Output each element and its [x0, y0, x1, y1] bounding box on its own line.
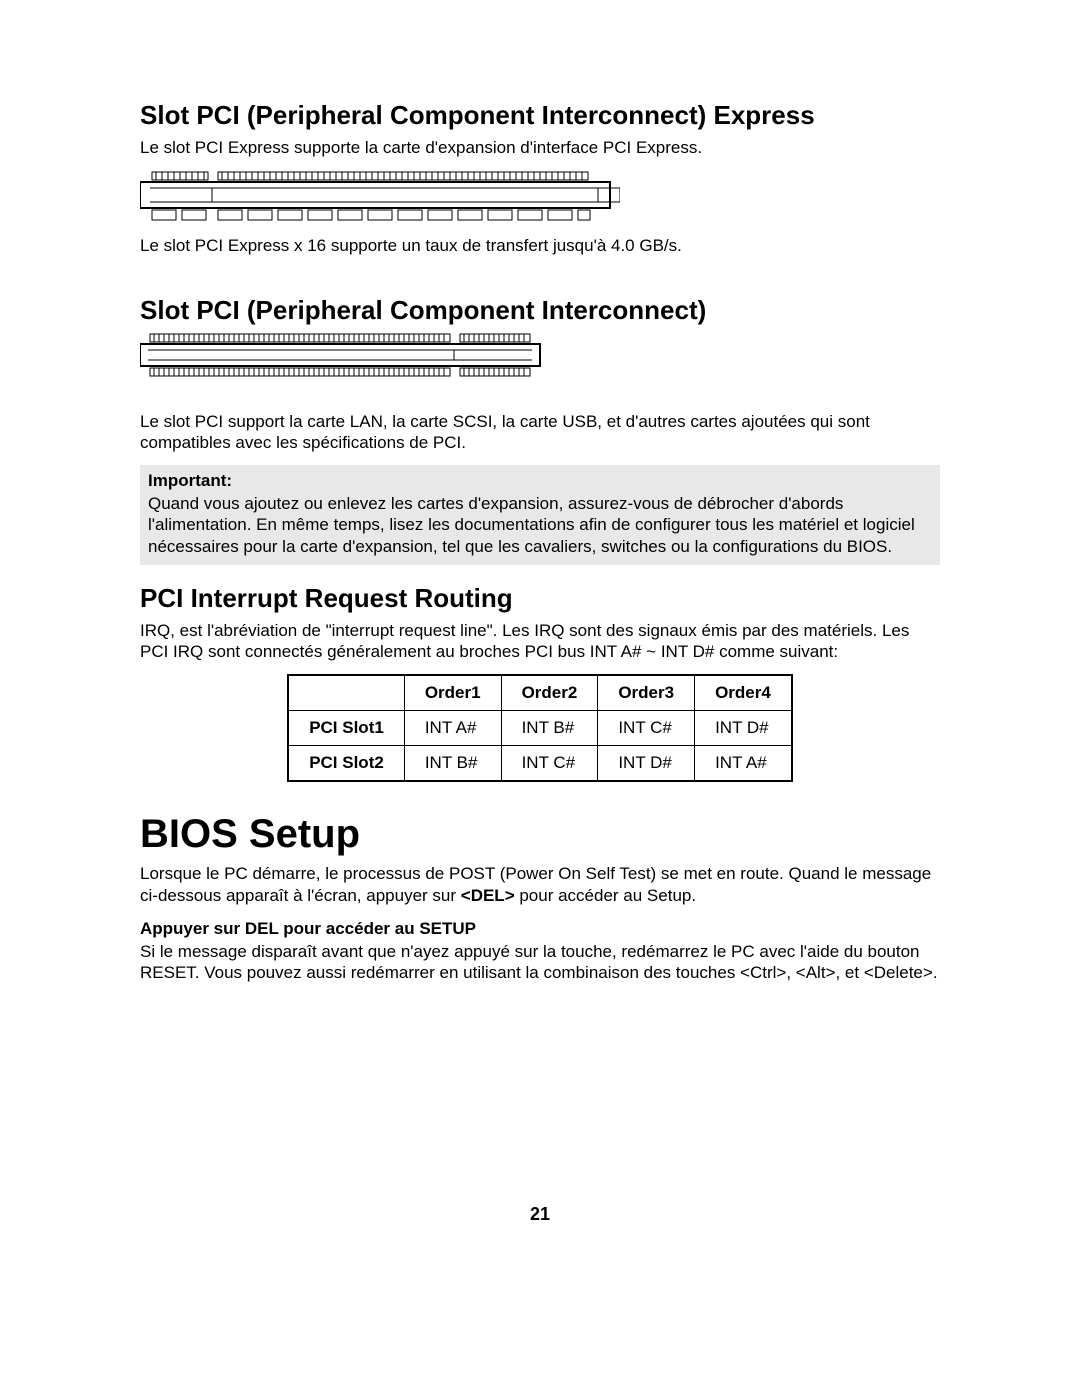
para-bios-intro: Lorsque le PC démarre, le processus de P… [140, 863, 940, 906]
table-header-cell [288, 675, 404, 711]
table-cell: INT A# [404, 711, 501, 746]
para-bios-intro-post: pour accéder au Setup. [515, 886, 696, 905]
table-cell: INT A# [695, 746, 792, 782]
table-row: PCI Slot1 INT A# INT B# INT C# INT D# [288, 711, 792, 746]
table-header-cell: Order1 [404, 675, 501, 711]
heading-bios-setup: BIOS Setup [140, 812, 940, 857]
document-page: Slot PCI (Peripheral Component Interconn… [0, 0, 1080, 1285]
subhead-press-del: Appuyer sur DEL pour accéder au SETUP [140, 918, 940, 939]
heading-pci-express: Slot PCI (Peripheral Component Interconn… [140, 100, 940, 131]
table-header-cell: Order2 [501, 675, 598, 711]
irq-routing-table: Order1 Order2 Order3 Order4 PCI Slot1 IN… [287, 674, 793, 782]
table-row: PCI Slot2 INT B# INT C# INT D# INT A# [288, 746, 792, 782]
table-cell: INT D# [598, 746, 695, 782]
table-header-cell: Order3 [598, 675, 695, 711]
heading-pci: Slot PCI (Peripheral Component Interconn… [140, 295, 940, 326]
para-pci-desc: Le slot PCI support la carte LAN, la car… [140, 411, 940, 454]
page-number: 21 [140, 1204, 940, 1225]
pci-slot-diagram [140, 332, 940, 385]
para-pcie-intro: Le slot PCI Express supporte la carte d'… [140, 137, 940, 158]
important-body: Quand vous ajoutez ou enlevez les cartes… [148, 493, 932, 557]
table-cell: INT C# [598, 711, 695, 746]
del-key-label: <DEL> [461, 886, 515, 905]
table-row-header: PCI Slot1 [288, 711, 404, 746]
table-cell: INT D# [695, 711, 792, 746]
important-callout: Important: Quand vous ajoutez ou enlevez… [140, 465, 940, 565]
important-label: Important: [148, 471, 232, 490]
para-bios-reset: Si le message disparaît avant que n'ayez… [140, 941, 940, 984]
table-header-row: Order1 Order2 Order3 Order4 [288, 675, 792, 711]
pcie-slot-diagram [140, 170, 940, 227]
table-cell: INT B# [404, 746, 501, 782]
table-cell: INT B# [501, 711, 598, 746]
table-cell: INT C# [501, 746, 598, 782]
table-row-header: PCI Slot2 [288, 746, 404, 782]
para-pcie-speed: Le slot PCI Express x 16 supporte un tau… [140, 235, 940, 256]
heading-irq-routing: PCI Interrupt Request Routing [140, 583, 940, 614]
table-header-cell: Order4 [695, 675, 792, 711]
para-irq-desc: IRQ, est l'abréviation de "interrupt req… [140, 620, 940, 663]
